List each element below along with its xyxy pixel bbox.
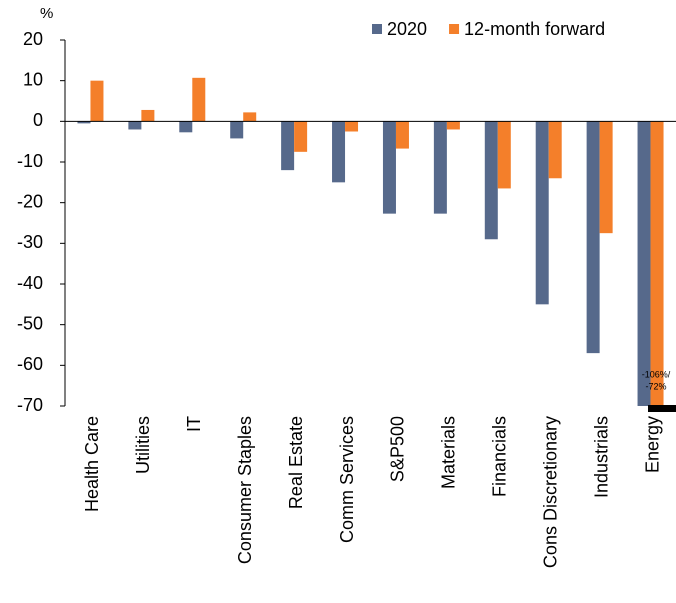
bar <box>446 121 460 130</box>
bar <box>192 77 206 122</box>
bar <box>281 121 295 171</box>
y-tick-label: -50 <box>17 313 43 333</box>
bar <box>179 121 193 133</box>
bar <box>128 121 142 130</box>
y-tick-label: 20 <box>23 29 43 49</box>
y-tick-label: -40 <box>17 273 43 293</box>
y-tick-label: 10 <box>23 69 43 89</box>
y-tick-label: 0 <box>33 110 43 130</box>
legend-label: 12-month forward <box>464 19 605 39</box>
x-tick-label: Energy <box>642 416 662 473</box>
bar <box>637 121 651 406</box>
legend-label: 2020 <box>387 19 427 39</box>
bar <box>243 112 257 122</box>
bar <box>345 121 359 132</box>
bar <box>497 121 511 189</box>
x-tick-label: Financials <box>490 416 510 497</box>
bar <box>90 80 104 122</box>
x-tick-label: Industrials <box>591 416 611 498</box>
y-tick-label: -10 <box>17 151 43 171</box>
y-tick-label: -70 <box>17 395 43 415</box>
y-tick-label: -20 <box>17 191 43 211</box>
bar <box>535 121 549 305</box>
annotation: -106%/ <box>642 369 671 379</box>
bar <box>332 121 346 183</box>
x-tick-label: Health Care <box>82 416 102 512</box>
bar <box>395 121 409 149</box>
bar <box>548 121 562 179</box>
x-tick-label: Materials <box>439 416 459 489</box>
y-tick-label: -30 <box>17 232 43 252</box>
x-tick-label: Consumer Staples <box>235 416 255 564</box>
bar <box>484 121 498 240</box>
legend-swatch <box>372 24 382 34</box>
bar <box>294 121 308 152</box>
bar <box>586 121 600 354</box>
x-tick-label: S&P500 <box>388 416 408 482</box>
x-tick-label: Real Estate <box>286 416 306 509</box>
y-unit-label: % <box>40 5 53 22</box>
plot-area <box>77 77 664 406</box>
bar <box>230 121 244 139</box>
axis-break <box>648 405 676 412</box>
bar <box>599 121 613 234</box>
x-tick-label: Comm Services <box>337 416 357 543</box>
legend-swatch <box>449 24 460 34</box>
bar <box>433 121 447 214</box>
bar <box>77 121 91 124</box>
x-tick-label: Utilities <box>133 416 153 474</box>
bar <box>382 121 396 214</box>
bar <box>650 121 664 406</box>
annotation: -72% <box>645 381 666 391</box>
x-tick-label: Cons Discretionary <box>540 416 560 568</box>
x-tick-label: IT <box>184 416 204 432</box>
y-tick-label: -60 <box>17 354 43 374</box>
bar <box>141 109 155 122</box>
